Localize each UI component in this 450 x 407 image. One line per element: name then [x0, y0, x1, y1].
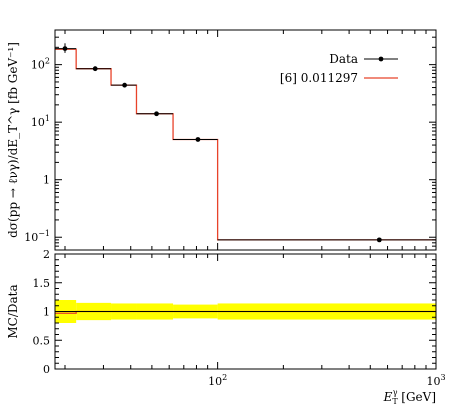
ratio-y-tick-label: 0.5 — [33, 334, 51, 347]
legend-data-marker-point — [378, 56, 384, 62]
prediction-step-line — [55, 48, 436, 241]
ratio-y-tick-label: 2 — [43, 248, 50, 261]
data-point-0 — [62, 46, 68, 52]
y-tick-label-main: 1 — [43, 174, 50, 187]
y-tick-label-main: 10−1 — [24, 229, 50, 244]
ratio-y-axis-label: MC/Data — [6, 284, 20, 338]
y-axis-label: dσ(pp → ℓνγ)/dE_T^γ [fb GeV⁻¹] — [6, 42, 20, 238]
main-plot: 10−1 1 101 102 dσ(pp → ℓνγ)/dE_T^γ [fb GeV⁻¹… — [6, 29, 437, 251]
data-point-1 — [92, 66, 98, 72]
legend-label-prediction: [6] 0.011297 — [280, 71, 358, 85]
ratio-y-tick-label: 1 — [43, 306, 50, 319]
main-frame — [54, 29, 437, 251]
y-tick-label-main: 101 — [31, 114, 50, 129]
legend: Data [6] 0.011297 — [280, 52, 398, 85]
legend-label-data: Data — [329, 52, 358, 66]
data-point-4 — [195, 137, 201, 142]
ratio-y-tick-label: 1.5 — [33, 277, 51, 290]
y-tick-label-main: 102 — [31, 57, 50, 72]
x-tick-label: 102 — [208, 373, 227, 388]
data-point-2 — [122, 82, 128, 88]
x-axis-label: ETγ [GeV] — [383, 388, 436, 406]
ratio-plot: 0 0.5 1 1.5 2 102 103 MC/Data ETγ [GeV] — [6, 248, 446, 406]
ratio-y-tick-label: 0 — [43, 363, 50, 376]
data-point-3 — [154, 111, 159, 117]
x-tick-label: 103 — [426, 373, 445, 388]
data-point-5 — [376, 237, 382, 243]
